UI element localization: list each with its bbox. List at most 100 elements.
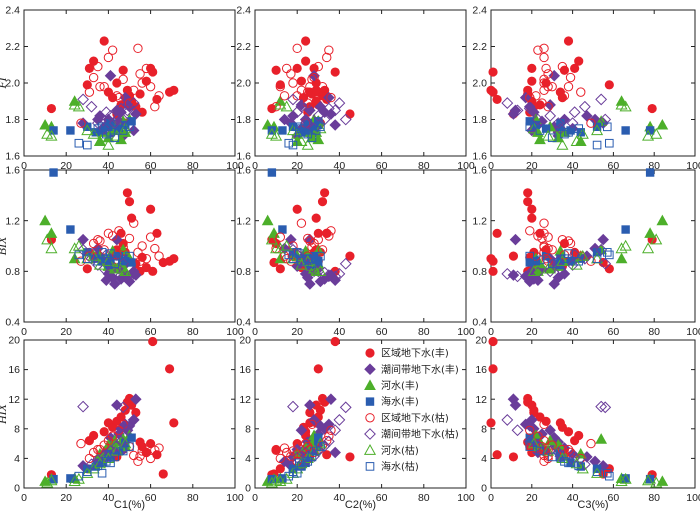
point-it_dry <box>501 97 514 109</box>
point-rv_dry <box>45 474 58 486</box>
legend-marker <box>364 428 376 440</box>
x-tick-label: 100 <box>686 326 700 338</box>
point-sw_dry <box>535 255 545 265</box>
panel-fi-vs-c2: 0 20 40 60 80 100 1.6 1.8 2.0 2.2 2.4 <box>236 5 475 172</box>
point-rg_dry <box>103 52 114 63</box>
point-rg_wet <box>127 213 137 223</box>
y-axis-title-hix: HIX <box>0 403 9 425</box>
point-rg_dry <box>305 236 315 246</box>
y-tick-label: 2.0 <box>472 78 487 90</box>
y-tick-label: 1.2 <box>236 215 251 227</box>
point-rg_wet <box>148 67 158 77</box>
y-tick-label: 1.6 <box>472 151 487 163</box>
point-sw_dry <box>295 458 304 468</box>
point-rg_dry <box>576 87 586 97</box>
point-rg_dry <box>107 431 118 441</box>
x-tick-label: 40 <box>567 160 579 172</box>
point-it_dry <box>287 93 299 106</box>
point-sw_dry <box>125 122 134 132</box>
panel-frame <box>490 9 696 157</box>
point-sw_wet <box>127 117 136 126</box>
point-it_wet <box>597 233 609 246</box>
point-rg_dry <box>543 243 553 254</box>
x-tick-label: 20 <box>526 492 538 504</box>
x-tick-label: 20 <box>60 492 72 504</box>
x-tick-label: 40 <box>103 160 115 172</box>
panel-frame <box>254 9 467 157</box>
y-tick-label: 2.4 <box>472 5 487 17</box>
panel-hix-vs-c1: 0 20 40 60 80 100 0 4 8 12 16 20 <box>8 335 244 504</box>
point-rg_dry <box>99 81 109 92</box>
point-sw_wet <box>106 118 115 128</box>
y-tick-label: 8 <box>245 423 251 435</box>
x-tick-label: 20 <box>60 160 72 172</box>
data-points <box>486 168 669 290</box>
point-rv_dry <box>110 262 123 274</box>
point-rv_wet <box>656 475 669 486</box>
point-it_dry <box>532 113 544 126</box>
y-tick-label: 12 <box>239 394 251 406</box>
point-sw_dry <box>592 254 602 263</box>
point-rg_dry <box>135 256 145 266</box>
point-rv_wet <box>261 214 274 226</box>
point-it_dry <box>108 446 121 459</box>
point-rg_dry <box>305 81 315 92</box>
point-rg_wet <box>317 393 328 404</box>
point-rg_dry <box>279 91 290 101</box>
legend-label: 潮间带地下水(丰) <box>381 363 459 376</box>
legend-entry-2: 河水(丰) <box>364 379 419 392</box>
x-tick-label: 20 <box>291 326 303 338</box>
point-sw_wet <box>49 168 58 177</box>
point-rg_wet <box>292 204 302 214</box>
point-sw_wet <box>66 225 75 234</box>
point-rg_wet <box>292 63 302 74</box>
point-rv_dry <box>102 138 115 150</box>
point-rg_dry <box>150 243 160 254</box>
point-rg_wet <box>488 67 498 77</box>
point-rg_dry <box>539 435 549 446</box>
point-rg_wet <box>563 36 574 46</box>
point-rv_wet <box>39 214 51 226</box>
y-tick-label: 12 <box>475 394 487 406</box>
legend-label: 区域地下水(枯) <box>381 411 449 424</box>
point-sw_wet <box>525 117 534 126</box>
point-it_dry <box>552 446 565 459</box>
point-rv_dry <box>265 233 278 245</box>
point-it_dry <box>121 270 134 283</box>
point-rv_dry <box>308 262 321 274</box>
point-rv_wet <box>39 118 51 130</box>
point-rg_dry <box>124 233 135 244</box>
point-rg_dry <box>114 226 124 236</box>
point-rg_dry <box>133 247 143 258</box>
point-it_dry <box>104 109 117 122</box>
point-rg_dry <box>326 226 336 236</box>
point-sw_dry <box>316 251 325 261</box>
point-rg_wet <box>301 56 311 66</box>
point-rv_dry <box>45 129 58 141</box>
point-sw_dry <box>574 256 584 266</box>
x-tick-label: 80 <box>648 492 660 504</box>
panel-frame <box>23 9 236 157</box>
point-rg_wet <box>148 266 158 276</box>
point-rg_wet <box>508 251 519 261</box>
point-sw_dry <box>525 122 535 132</box>
point-rg_dry <box>84 87 95 97</box>
point-rg_wet <box>124 197 135 207</box>
point-rg_dry <box>145 81 156 92</box>
point-it_wet <box>526 414 538 426</box>
x-tick-label: 40 <box>103 326 115 338</box>
point-sw_wet <box>525 258 534 267</box>
point-rg_dry <box>303 233 313 244</box>
point-rv_dry <box>270 129 283 141</box>
point-it_dry <box>333 414 346 426</box>
x-tick-label: 0 <box>21 160 27 172</box>
point-it_dry <box>77 93 89 106</box>
point-rg_wet <box>508 452 519 462</box>
legend-marker <box>365 413 375 423</box>
x-tick-label: 20 <box>60 326 72 338</box>
point-rv_wet <box>656 118 669 130</box>
point-rg_wet <box>604 80 614 90</box>
point-rg_dry <box>547 81 557 92</box>
point-sw_wet <box>278 126 287 135</box>
point-rg_dry <box>275 453 286 464</box>
